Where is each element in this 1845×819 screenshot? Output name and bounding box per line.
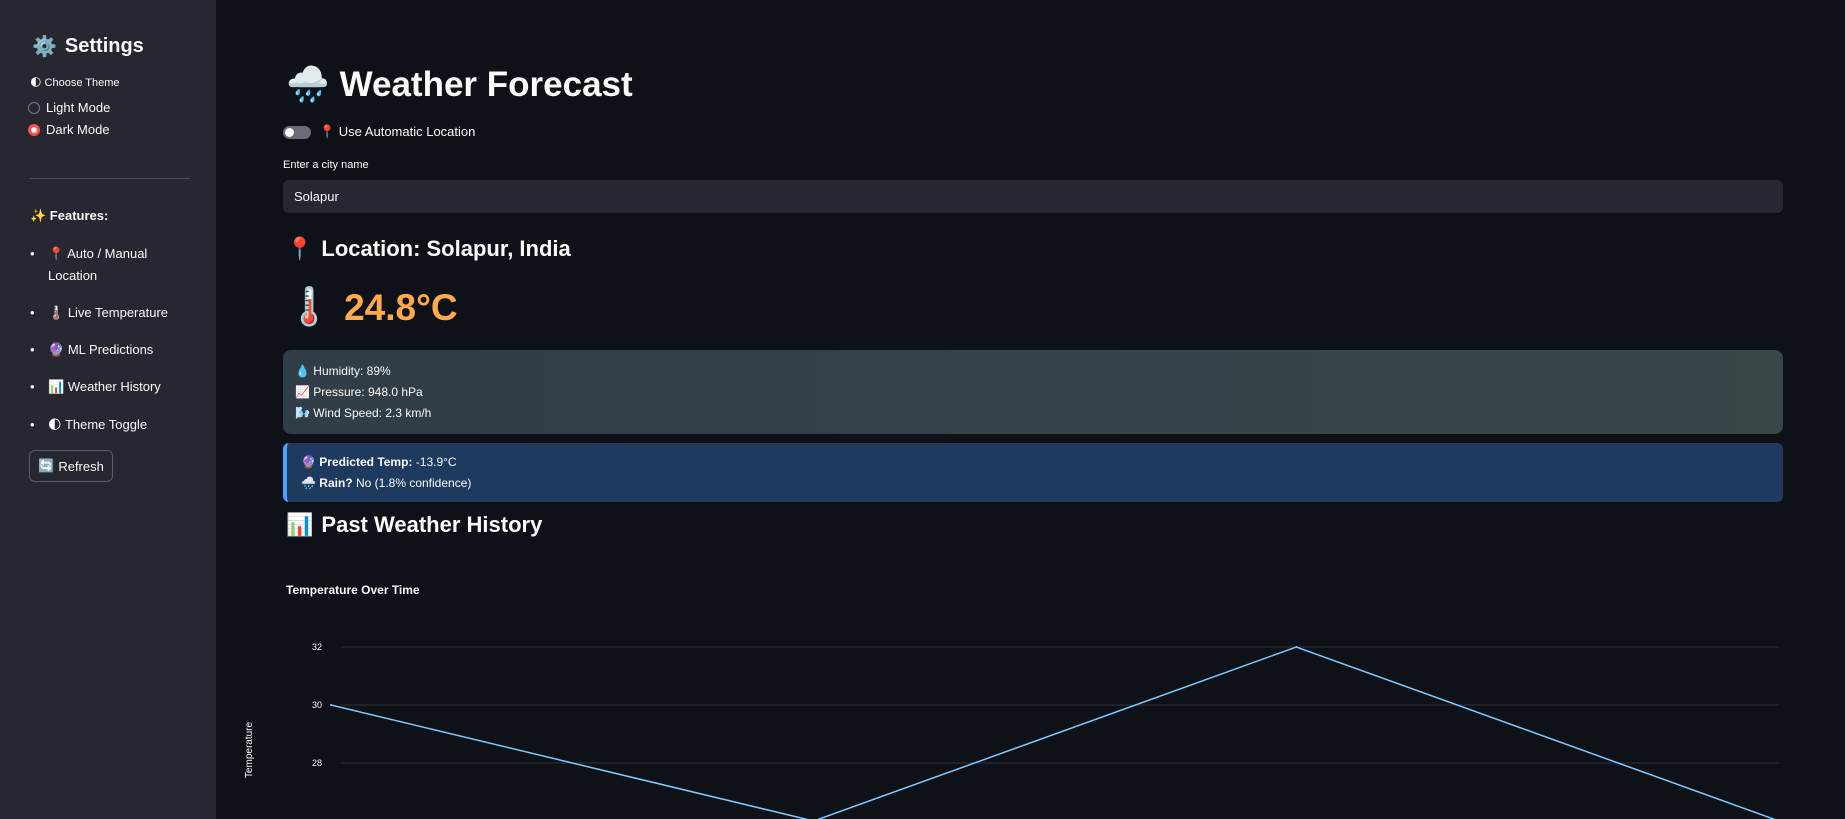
pressure-row: 📈 Pressure: 948.0 hPa [295, 382, 1771, 403]
pin-icon: 📍 [286, 236, 314, 261]
refresh-button[interactable]: 🔄 Refresh [29, 450, 113, 482]
current-temperature: 🌡️ 24.8°C [286, 286, 458, 329]
auto-location-label: 📍 Use Automatic Location [319, 124, 476, 139]
auto-location-toggle[interactable] [283, 125, 311, 139]
radio-dark-mode[interactable]: Dark Mode [28, 122, 110, 137]
rain-row: 🌧️ Rain? No (1.8% confidence) [301, 473, 1769, 494]
sidebar: ⚙️ Settings 🌓 Choose Theme Light Mode Da… [0, 0, 216, 819]
y-tick-label: 32 [312, 642, 322, 652]
feature-item: • 📍 Auto / Manual Location [30, 243, 190, 287]
feature-text: 🌓 Theme Toggle [48, 414, 147, 436]
refresh-label: Refresh [58, 458, 104, 474]
humidity-text: Humidity: 89% [313, 364, 391, 378]
temperature-value: 24.8°C [344, 286, 458, 328]
radio-label: Dark Mode [46, 122, 110, 137]
rain-label: Rain? [319, 476, 353, 490]
humidity-row: 💧 Humidity: 89% [295, 361, 1771, 382]
radio-button[interactable] [28, 101, 40, 114]
feature-label: Auto / Manual Location [48, 246, 148, 283]
sidebar-title: ⚙️ Settings [32, 34, 144, 59]
pin-icon: 📍 [48, 246, 65, 261]
wind-icon: 🌬️ [295, 406, 310, 420]
crystal-ball-icon: 🔮 [48, 342, 65, 357]
feature-text: 🔮 ML Predictions [48, 339, 153, 361]
rain-cloud-icon: 🌧️ [301, 476, 316, 490]
radio-light-mode[interactable]: Light Mode [28, 100, 110, 115]
theme-label: 🌓 Choose Theme [30, 77, 120, 89]
auto-location-toggle-row[interactable]: 📍 Use Automatic Location [283, 124, 475, 140]
feature-item: • 🌓 Theme Toggle [30, 414, 190, 436]
gear-icon: ⚙️ [32, 36, 57, 58]
page-title-text: Weather Forecast [339, 64, 633, 104]
toggle-knob [285, 127, 294, 137]
thermometer-icon: 🌡️ [48, 305, 65, 320]
predicted-temp-label: Predicted Temp: [319, 455, 413, 469]
rain-value: No (1.8% confidence) [352, 476, 472, 490]
weather-stats-box: 💧 Humidity: 89% 📈 Pressure: 948.0 hPa 🌬️… [283, 350, 1783, 434]
wind-text: Wind Speed: 2.3 km/h [313, 406, 432, 420]
location-text: Location: Solapur, India [321, 236, 571, 261]
thermometer-icon: 🌡️ [286, 286, 333, 327]
feature-text: 🌡️ Live Temperature [48, 302, 168, 324]
series-line[interactable] [330, 646, 1779, 819]
feature-label: Theme Toggle [64, 417, 148, 432]
crystal-ball-icon: 🔮 [301, 455, 316, 469]
feature-label: Live Temperature [67, 305, 169, 320]
city-input-label: Enter a city name [283, 159, 369, 171]
city-input[interactable] [283, 180, 1783, 213]
refresh-icon: 🔄 [38, 458, 55, 473]
location-heading: 📍 Location: Solapur, India [286, 236, 571, 262]
chart-up-icon: 📈 [295, 385, 310, 399]
sidebar-title-text: Settings [64, 35, 144, 57]
pressure-text: Pressure: 948.0 hPa [313, 385, 423, 399]
feature-label: Weather History [67, 379, 161, 394]
wind-row: 🌬️ Wind Speed: 2.3 km/h [295, 403, 1771, 424]
chart-title: Temperature Over Time [286, 583, 420, 597]
radio-button[interactable] [28, 123, 40, 136]
feature-label: ML Predictions [67, 342, 154, 357]
predicted-temp-value: -13.9°C [412, 455, 457, 469]
history-heading: 📊 Past Weather History [286, 512, 542, 538]
data-point[interactable] [1295, 646, 1298, 648]
y-axis-label: Temperature [244, 721, 255, 778]
data-point[interactable] [330, 704, 332, 706]
y-tick-label: 28 [312, 758, 322, 768]
feature-item: • 🔮 ML Predictions [30, 339, 190, 361]
main-content: 🌧️ Weather Forecast 📍 Use Automatic Loca… [216, 0, 1845, 819]
prediction-box: 🔮 Predicted Temp: -13.9°C 🌧️ Rain? No (1… [283, 443, 1783, 502]
features-heading: ✨ Features: [30, 208, 109, 223]
predicted-temp-row: 🔮 Predicted Temp: -13.9°C [301, 452, 1769, 473]
y-tick-label: 30 [312, 700, 322, 710]
history-title: Past Weather History [321, 512, 543, 537]
page-title: 🌧️ Weather Forecast [286, 64, 633, 105]
feature-item: • 🌡️ Live Temperature [30, 302, 190, 324]
feature-text: 📍 Auto / Manual Location [48, 243, 190, 287]
feature-text: 📊 Weather History [48, 376, 161, 398]
half-moon-icon: 🌓 [48, 417, 62, 432]
bar-chart-icon: 📊 [286, 512, 314, 537]
bar-chart-icon: 📊 [48, 379, 65, 394]
divider [29, 178, 190, 179]
radio-label: Light Mode [46, 100, 111, 115]
droplet-icon: 💧 [295, 364, 310, 378]
temperature-chart[interactable]: Temperature 28 30 32 [216, 620, 1845, 819]
feature-item: • 📊 Weather History [30, 376, 190, 398]
rain-cloud-icon: 🌧️ [286, 65, 330, 104]
